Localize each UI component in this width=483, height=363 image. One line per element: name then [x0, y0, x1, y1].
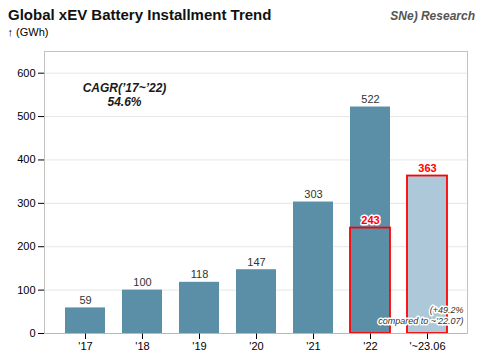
svg-text:CAGR(’17~’22)54.6%: CAGR(’17~’22)54.6% — [83, 81, 167, 109]
svg-text:243: 243 — [361, 214, 379, 226]
svg-text:118: 118 — [191, 268, 209, 280]
svg-text:'19: '19 — [192, 340, 206, 352]
svg-text:'21: '21 — [306, 340, 320, 352]
svg-text:59: 59 — [79, 294, 91, 306]
svg-text:↑ (GWh): ↑ (GWh) — [8, 26, 49, 38]
svg-text:0: 0 — [29, 327, 35, 339]
html-text:SNe) Research: SNe) Research — [390, 9, 475, 23]
svg-text:'20: '20 — [249, 340, 263, 352]
svg-text:303: 303 — [304, 188, 322, 200]
svg-text:400: 400 — [17, 153, 35, 165]
html-text:Global xEV Battery Installment: Global xEV Battery Installment Trend — [8, 6, 272, 23]
svg-text:100: 100 — [17, 284, 35, 296]
svg-text:500: 500 — [17, 110, 35, 122]
svg-text:200: 200 — [17, 240, 35, 252]
svg-text:522: 522 — [361, 93, 379, 105]
svg-text:363: 363 — [418, 162, 436, 174]
svg-text:300: 300 — [17, 197, 35, 209]
svg-text:'17: '17 — [78, 340, 92, 352]
svg-text:(+49.2%compared to ~’22.07): (+49.2%compared to ~’22.07) — [378, 305, 463, 326]
svg-text:147: 147 — [247, 256, 265, 268]
svg-text:'~23.06: '~23.06 — [409, 340, 445, 352]
svg-text:'18: '18 — [135, 340, 149, 352]
svg-text:600: 600 — [17, 67, 35, 79]
svg-text:100: 100 — [133, 276, 151, 288]
svg-text:'22: '22 — [363, 340, 377, 352]
